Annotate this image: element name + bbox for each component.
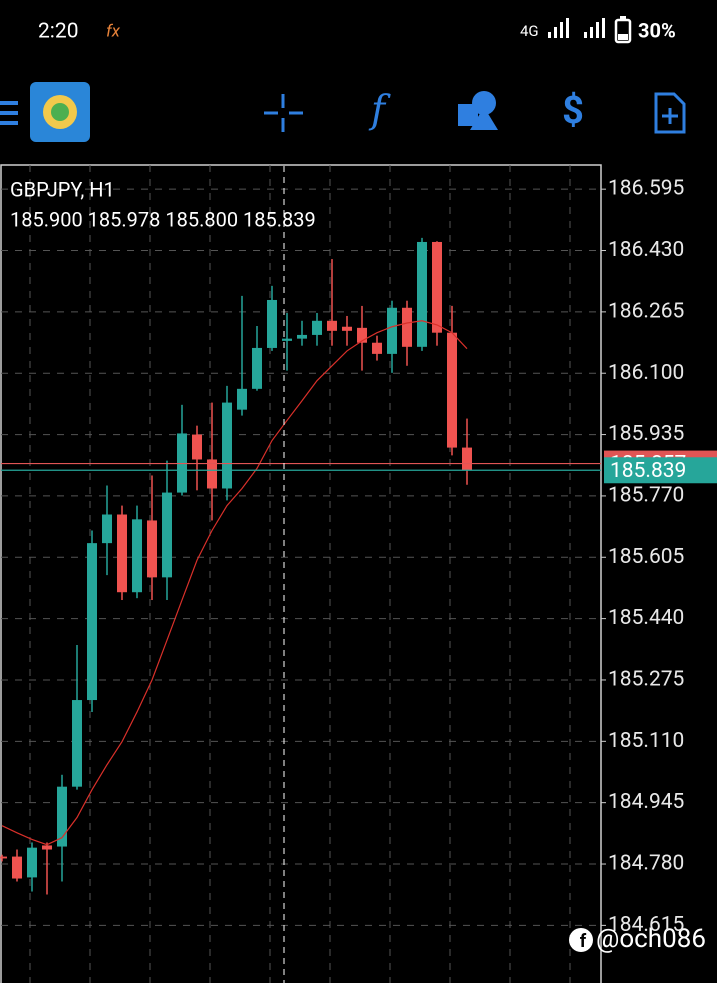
candle-body bbox=[102, 514, 112, 544]
signal-icons bbox=[548, 18, 605, 38]
last-line-label: 185.839 bbox=[610, 459, 686, 483]
candle-body bbox=[387, 307, 397, 354]
candle-body bbox=[447, 332, 457, 448]
candle-body bbox=[222, 402, 232, 489]
y-tick-label: 185.110 bbox=[608, 729, 684, 753]
y-tick-label: 185.440 bbox=[608, 606, 684, 630]
candle-body bbox=[87, 543, 97, 701]
fx-icon: fx bbox=[106, 21, 121, 41]
candle-body bbox=[147, 520, 157, 578]
new-order-tool[interactable] bbox=[654, 92, 686, 134]
objects-tool[interactable] bbox=[458, 91, 498, 130]
y-tick-label: 185.770 bbox=[608, 483, 684, 507]
indicators-tool[interactable]: f bbox=[368, 88, 391, 132]
y-tick-label: 186.100 bbox=[608, 361, 684, 385]
chart-title: GBPJPY, H1 bbox=[10, 177, 115, 201]
candle-body bbox=[417, 241, 427, 347]
clock: 2:20 bbox=[38, 20, 79, 44]
crosshair-tool[interactable] bbox=[264, 94, 303, 132]
candle-body bbox=[162, 492, 172, 578]
candle-body bbox=[57, 786, 67, 847]
svg-text:f: f bbox=[580, 931, 587, 952]
y-tick-label: 185.935 bbox=[608, 422, 684, 446]
y-tick-label: 184.780 bbox=[608, 852, 684, 876]
candle-body bbox=[462, 447, 472, 471]
candle-body bbox=[312, 320, 322, 335]
candle-body bbox=[12, 856, 22, 879]
candle-body bbox=[72, 700, 82, 787]
menu-button[interactable] bbox=[0, 101, 18, 125]
y-tick-label: 184.615 bbox=[608, 913, 684, 937]
candle-body bbox=[372, 342, 382, 354]
last-line-tag bbox=[604, 457, 717, 484]
y-tick-label: 184.945 bbox=[608, 790, 684, 814]
battery-level: 30% bbox=[638, 18, 676, 42]
moving-average bbox=[1, 320, 468, 846]
candle-body bbox=[117, 514, 127, 593]
candle-body bbox=[0, 856, 7, 859]
network: 4G bbox=[520, 22, 539, 40]
watermark: @och086 bbox=[596, 924, 706, 954]
candle-body bbox=[402, 307, 412, 347]
battery-icon bbox=[614, 16, 632, 44]
trade-tool[interactable]: $ bbox=[562, 89, 584, 133]
y-tick-label: 186.430 bbox=[608, 238, 684, 262]
candle-body bbox=[357, 327, 367, 343]
candle-body bbox=[132, 519, 142, 593]
candle-body bbox=[342, 326, 352, 331]
candle-body bbox=[42, 845, 52, 850]
y-tick-label: 186.595 bbox=[608, 177, 684, 201]
y-tick-label: 186.265 bbox=[608, 299, 684, 323]
candle-body bbox=[432, 241, 442, 333]
vertical-grid bbox=[29, 165, 571, 983]
candle-body bbox=[27, 847, 37, 878]
y-tick-label: 185.605 bbox=[608, 545, 684, 569]
watermark-icon: f bbox=[569, 928, 593, 952]
candle-body bbox=[207, 459, 217, 489]
candle-body bbox=[282, 338, 292, 341]
candle-body bbox=[267, 299, 277, 348]
candle-body bbox=[327, 320, 337, 331]
y-tick-label: 185.275 bbox=[608, 668, 684, 692]
candle-body bbox=[237, 388, 247, 410]
candle-body bbox=[192, 434, 202, 460]
candle-body bbox=[297, 334, 307, 339]
chart-frame bbox=[0, 164, 602, 983]
app-icon[interactable] bbox=[30, 82, 90, 142]
ohlc-readout: 185.900 185.978 185.800 185.839 bbox=[10, 207, 316, 231]
candle-body bbox=[252, 347, 262, 389]
